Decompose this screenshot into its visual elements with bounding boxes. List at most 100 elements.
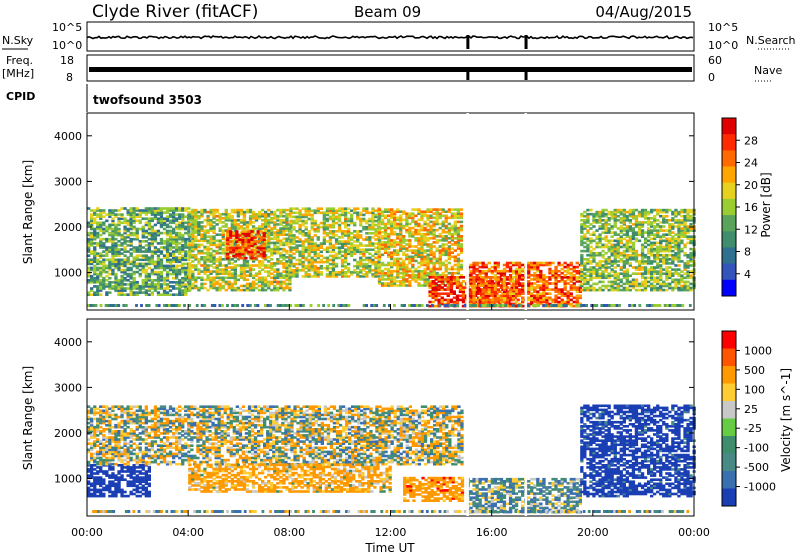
power-cell (159, 225, 164, 229)
power-cell (138, 258, 142, 262)
power-cell (93, 293, 97, 296)
power-cell (322, 219, 326, 223)
power-cell (267, 208, 271, 212)
power-cell (411, 235, 415, 238)
power-cell (586, 225, 590, 228)
power-cell (250, 240, 254, 244)
power-cell (420, 212, 424, 215)
power-cell (322, 242, 326, 245)
power-cell (181, 266, 185, 270)
power-cell (194, 280, 198, 284)
power-cell (628, 241, 632, 245)
power-cell (610, 217, 614, 220)
power-cell (647, 260, 651, 263)
power-cell (402, 226, 406, 230)
power-cell (233, 219, 237, 222)
power-cell (258, 212, 262, 216)
power-cell (383, 249, 388, 252)
power-cell (456, 259, 461, 263)
power-cell (444, 214, 448, 218)
power-cell (123, 293, 127, 296)
power-cell (194, 212, 198, 216)
power-cell (215, 286, 219, 290)
power-cell (99, 285, 103, 288)
power-cell (461, 300, 466, 304)
power-cell (218, 243, 222, 247)
power-cell (390, 220, 394, 224)
power-cell (530, 288, 534, 291)
power-cell (328, 211, 333, 215)
power-cell (499, 269, 504, 273)
power-cell (456, 253, 461, 257)
power-cell (188, 212, 192, 216)
power-cell (650, 266, 654, 269)
power-cell (508, 294, 513, 298)
power-cell (279, 276, 283, 280)
power-cell (90, 215, 94, 218)
power-cell (426, 208, 430, 211)
power-cell (417, 218, 421, 222)
power-cell (399, 271, 403, 275)
power-cell (206, 231, 210, 234)
power-cell (417, 237, 421, 240)
power-cell (331, 207, 336, 210)
power-cell (453, 243, 457, 246)
power-cell (150, 256, 154, 259)
power-cell (129, 262, 133, 266)
power-cell (551, 298, 555, 302)
power-cell (592, 221, 596, 224)
power-cell (650, 251, 654, 255)
power-cell (285, 225, 289, 228)
power-cell (399, 245, 403, 248)
power-cell (248, 286, 253, 290)
power-cell (511, 296, 516, 300)
power-cell (108, 248, 112, 251)
power-cell (273, 231, 277, 234)
power-cell (598, 272, 602, 275)
power-cell (96, 254, 100, 257)
power-cell (444, 243, 448, 246)
power-cell (250, 242, 254, 246)
power-cell (253, 236, 257, 239)
power-cell (229, 236, 233, 239)
power-cell (126, 229, 130, 233)
power-cell (441, 230, 445, 234)
power-cell (191, 208, 195, 212)
power-cell (499, 298, 504, 302)
power-cell (181, 217, 185, 220)
power-cell (622, 282, 626, 286)
power-cell (344, 271, 348, 274)
power-cell (99, 268, 103, 272)
power-cell (595, 241, 599, 245)
power-cell (390, 245, 394, 248)
power-cell (377, 280, 382, 283)
power-cell (245, 262, 250, 265)
power-cell (267, 223, 271, 226)
power-cell (200, 225, 204, 228)
power-cell (276, 241, 280, 245)
power-cell (453, 220, 457, 224)
power-cell (344, 256, 348, 260)
power-cell (144, 254, 148, 257)
power-cell (472, 263, 476, 267)
power-cell (111, 246, 115, 249)
power-cell (563, 300, 567, 304)
power-cell (505, 269, 510, 273)
power-cell (310, 213, 314, 217)
power-cell (282, 227, 286, 230)
power-cell (215, 233, 219, 236)
power-cell (147, 227, 151, 231)
power-cell (530, 284, 534, 287)
power-cell (194, 247, 198, 251)
power-cell (162, 281, 167, 284)
power-cell (387, 218, 391, 222)
power-cell (337, 207, 342, 210)
power-cell (304, 219, 308, 223)
power-cell (625, 282, 629, 286)
power-cell (254, 217, 259, 220)
power-cell (438, 212, 442, 215)
power-cell (631, 241, 636, 245)
power-cell (371, 269, 375, 272)
power-cell (144, 279, 148, 282)
power-cell (586, 212, 590, 216)
